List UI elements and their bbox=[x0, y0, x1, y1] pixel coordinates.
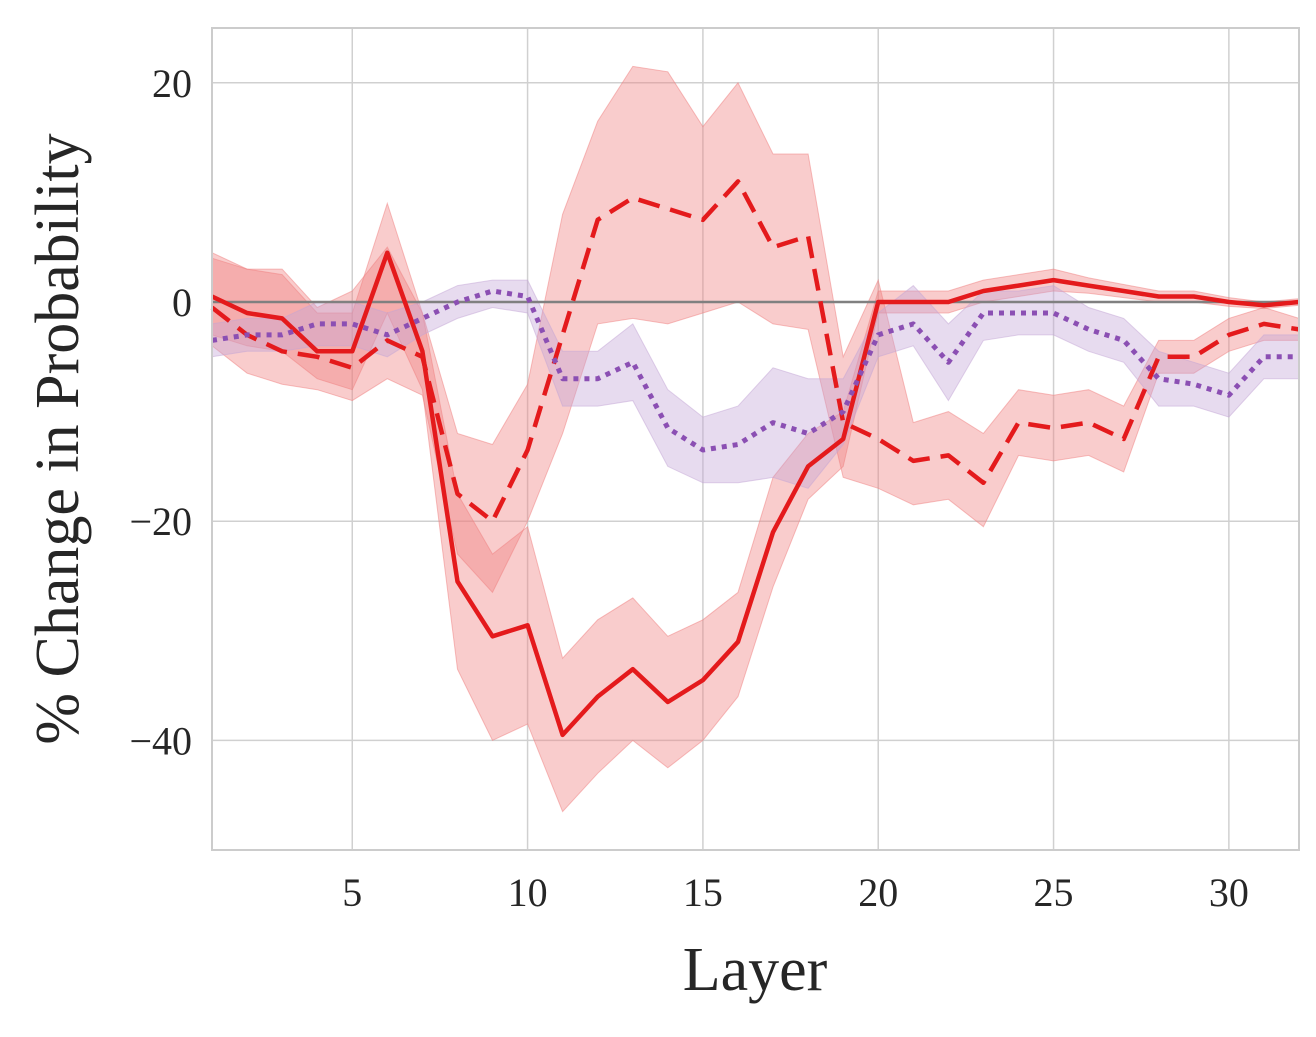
series-dashed-line bbox=[210, 179, 1300, 524]
x-tick-label: 30 bbox=[1209, 870, 1249, 915]
x-tick-label: 25 bbox=[1034, 870, 1074, 915]
series-dotted-line bbox=[211, 288, 1299, 453]
y-tick-label: 0 bbox=[172, 280, 192, 325]
y-tick-label: −40 bbox=[129, 718, 192, 763]
y-axis-label: % Change in Probability bbox=[24, 133, 92, 744]
x-tick-label: 5 bbox=[342, 870, 362, 915]
plot-frame bbox=[211, 27, 1300, 851]
y-tick-labels: 20 0 −20 −40 bbox=[129, 61, 192, 764]
x-tick-label: 20 bbox=[858, 870, 898, 915]
x-tick-labels: 5 10 15 20 25 30 bbox=[342, 870, 1249, 915]
y-tick-label: 20 bbox=[152, 61, 192, 106]
x-axis-label: Layer bbox=[683, 936, 828, 1004]
series-lines bbox=[210, 179, 1300, 738]
x-tick-label: 10 bbox=[508, 870, 548, 915]
x-tick-label: 15 bbox=[683, 870, 723, 915]
plot-area-background bbox=[212, 28, 1299, 850]
y-tick-label: −20 bbox=[129, 499, 192, 544]
series-solid-line bbox=[211, 250, 1300, 738]
